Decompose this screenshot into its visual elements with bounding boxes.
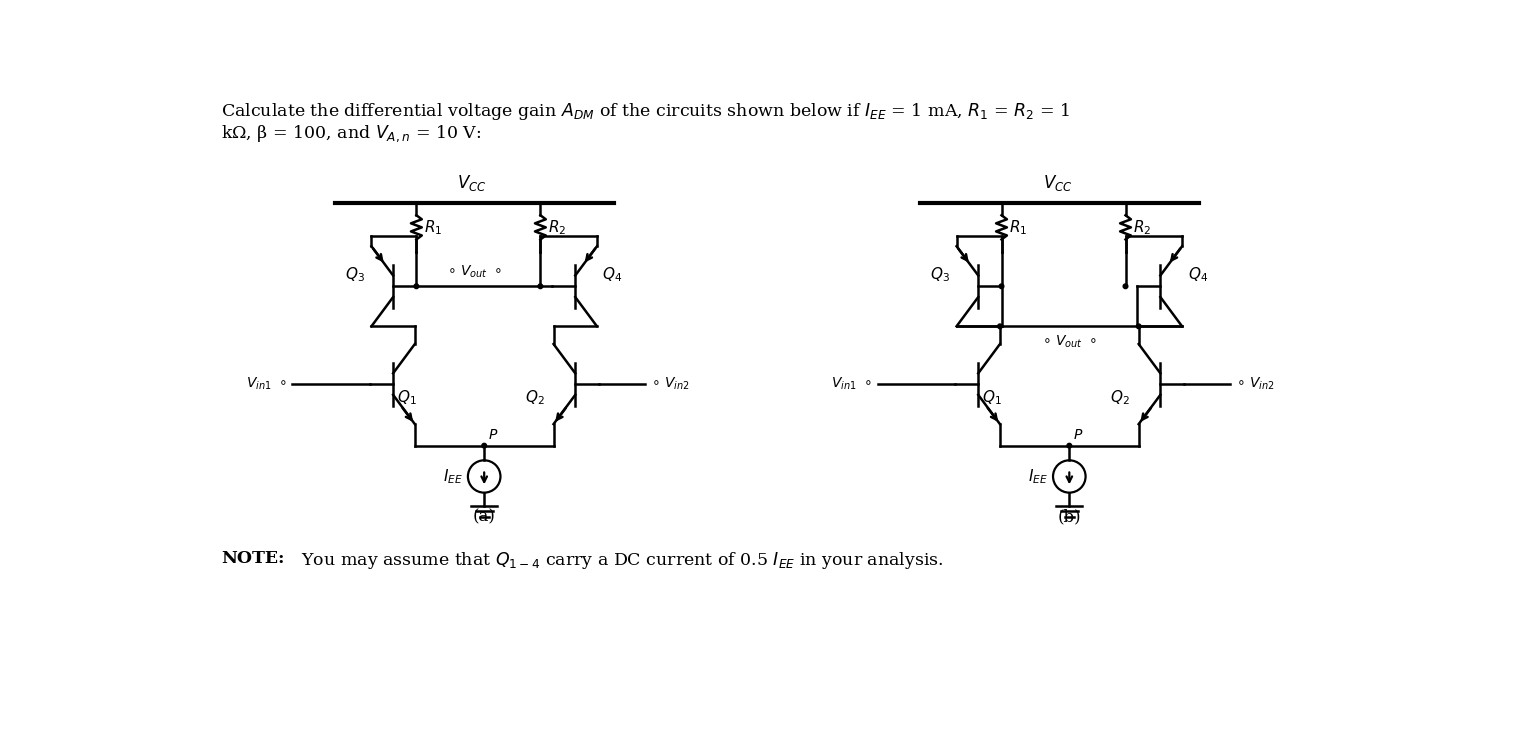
- Text: $Q_2$: $Q_2$: [1110, 388, 1130, 406]
- Text: $V_{CC}$: $V_{CC}$: [1042, 173, 1072, 193]
- Circle shape: [1136, 324, 1141, 328]
- Text: $I_{EE}$: $I_{EE}$: [1027, 467, 1047, 486]
- Circle shape: [414, 284, 419, 288]
- Circle shape: [1124, 284, 1128, 288]
- Text: (a): (a): [472, 508, 495, 525]
- Text: $Q_4$: $Q_4$: [1188, 265, 1208, 284]
- Text: $\circ\ V_{in2}$: $\circ\ V_{in2}$: [1236, 376, 1275, 392]
- Text: $Q_3$: $Q_3$: [345, 265, 365, 284]
- Text: $\circ\ V_{in2}$: $\circ\ V_{in2}$: [652, 376, 690, 392]
- Text: $Q_3$: $Q_3$: [931, 265, 950, 284]
- Circle shape: [538, 284, 543, 288]
- Circle shape: [1067, 444, 1072, 448]
- Text: NOTE:: NOTE:: [221, 550, 285, 567]
- Text: $V_{CC}$: $V_{CC}$: [457, 173, 487, 193]
- Text: $\circ\ V_{out}\ \circ$: $\circ\ V_{out}\ \circ$: [1042, 334, 1096, 351]
- Text: kΩ, β = 100, and $V_{A,n}$ = 10 V:: kΩ, β = 100, and $V_{A,n}$ = 10 V:: [221, 124, 481, 144]
- Text: $Q_4$: $Q_4$: [602, 265, 622, 284]
- Text: $V_{in1}\ \circ$: $V_{in1}\ \circ$: [245, 376, 287, 392]
- Text: $Q_1$: $Q_1$: [983, 388, 1003, 406]
- Text: $Q_2$: $Q_2$: [524, 388, 544, 406]
- Text: $I_{EE}$: $I_{EE}$: [443, 467, 463, 486]
- Text: $R_1$: $R_1$: [425, 218, 443, 237]
- Text: $Q_1$: $Q_1$: [397, 388, 417, 406]
- Circle shape: [481, 444, 486, 448]
- Circle shape: [1000, 284, 1004, 288]
- Text: $R_2$: $R_2$: [549, 218, 566, 237]
- Text: $\circ\ V_{out}\ \circ$: $\circ\ V_{out}\ \circ$: [448, 264, 501, 280]
- Text: (b): (b): [1058, 508, 1081, 525]
- Text: $R_1$: $R_1$: [1009, 218, 1027, 237]
- Text: $P$: $P$: [487, 428, 498, 442]
- Text: You may assume that $Q_{1-4}$ carry a DC current of 0.5 $I_{EE}$ in your analysi: You may assume that $Q_{1-4}$ carry a DC…: [296, 550, 944, 571]
- Circle shape: [998, 324, 1003, 328]
- Text: $R_2$: $R_2$: [1133, 218, 1151, 237]
- Text: $P$: $P$: [1073, 428, 1084, 442]
- Text: $V_{in1}\ \circ$: $V_{in1}\ \circ$: [831, 376, 871, 392]
- Text: Calculate the differential voltage gain $A_{DM}$ of the circuits shown below if : Calculate the differential voltage gain …: [221, 101, 1070, 122]
